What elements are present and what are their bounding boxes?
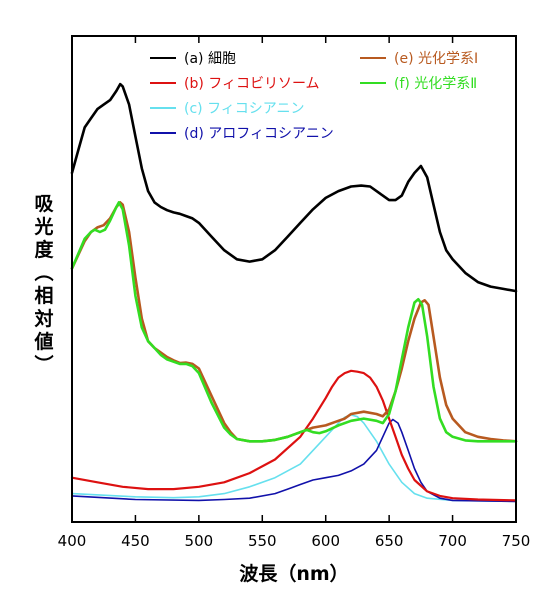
series-line-f xyxy=(70,201,518,443)
x-axis-ticks: 400 450 500 550 600 650 700 750 xyxy=(58,36,531,550)
y-axis-title-char: （ xyxy=(32,262,55,281)
x-tick-label: 450 xyxy=(121,532,150,550)
y-axis-title-char: 光 xyxy=(33,215,53,238)
series-line-b xyxy=(70,369,518,502)
legend-label: (b) フィコビリソーム xyxy=(184,76,320,92)
series-line-d xyxy=(71,418,517,503)
legend: (a) 細胞 (b) フィコビリソーム (c) フィコシアニン (d) アロフィコシア… xyxy=(150,51,478,142)
legend-label: (d) アロフィコシアニン xyxy=(184,126,334,142)
legend-label: (a) 細胞 xyxy=(184,51,236,67)
x-tick-label: 550 xyxy=(248,532,277,550)
y-axis-title-char: 度 xyxy=(34,238,54,261)
plot-lines xyxy=(70,82,518,503)
plot-frame xyxy=(71,35,517,523)
series-line-a xyxy=(70,82,518,293)
y-axis-title: 吸光度（ 相対値） xyxy=(32,193,55,374)
legend-label: (f) 光化学系Ⅱ xyxy=(394,76,477,92)
y-axis-title-char: 値 xyxy=(33,331,53,353)
y-axis-title-char: 対 xyxy=(33,307,53,330)
x-axis-title: 波長（nm） xyxy=(239,562,348,585)
series-line-e xyxy=(70,201,518,443)
legend-label: (e) 光化学系Ⅰ xyxy=(394,51,478,67)
legend-label: (c) フィコシアニン xyxy=(184,101,305,117)
y-axis-title-char: 吸 xyxy=(34,193,54,215)
x-tick-label: 750 xyxy=(502,532,531,550)
x-tick-label: 500 xyxy=(185,532,214,550)
x-tick-label: 700 xyxy=(438,532,467,550)
x-tick-label: 400 xyxy=(58,532,87,550)
y-axis-title-char: 相 xyxy=(34,285,53,307)
y-axis-title-char: ） xyxy=(32,354,55,373)
x-tick-label: 650 xyxy=(375,532,404,550)
x-tick-label: 600 xyxy=(311,532,340,550)
